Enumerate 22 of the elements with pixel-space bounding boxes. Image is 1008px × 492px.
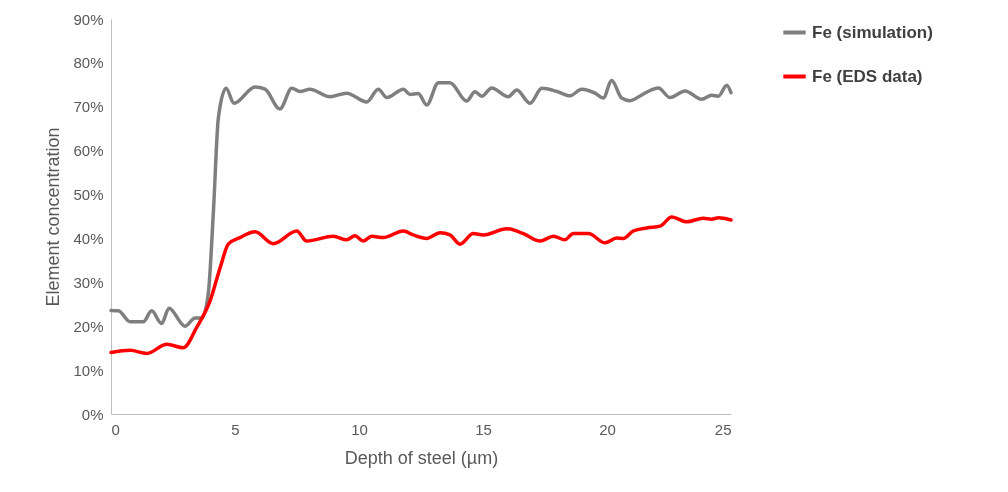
y-tick-label: 20% [73, 317, 104, 335]
y-tick-label: 30% [73, 273, 104, 291]
y-tick-label: 40% [73, 229, 104, 247]
x-tick-label: 10 [351, 420, 368, 438]
y-axis-title: Element concentration [43, 127, 64, 307]
legend-label: Fe (EDS data) [812, 66, 923, 86]
y-tick-label: 70% [73, 98, 104, 116]
x-tick-label: 15 [475, 420, 492, 438]
y-tick-label: 0% [81, 405, 104, 423]
legend-label: Fe (simulation) [812, 22, 933, 42]
y-tick-label: 90% [73, 10, 104, 28]
x-tick-label: 25 [714, 420, 732, 438]
x-tick-label: 0 [111, 420, 120, 438]
line-series [109, 215, 733, 356]
y-tick-label: 60% [73, 142, 104, 160]
x-tick-label: 5 [231, 420, 240, 438]
y-tick-label: 80% [73, 54, 104, 72]
line-series [109, 78, 733, 328]
x-axis-title: Depth of steel (µm) [344, 447, 499, 468]
x-tick-label: 20 [599, 420, 616, 438]
y-tick-label: 10% [73, 361, 104, 379]
y-tick-label: 50% [73, 186, 104, 204]
